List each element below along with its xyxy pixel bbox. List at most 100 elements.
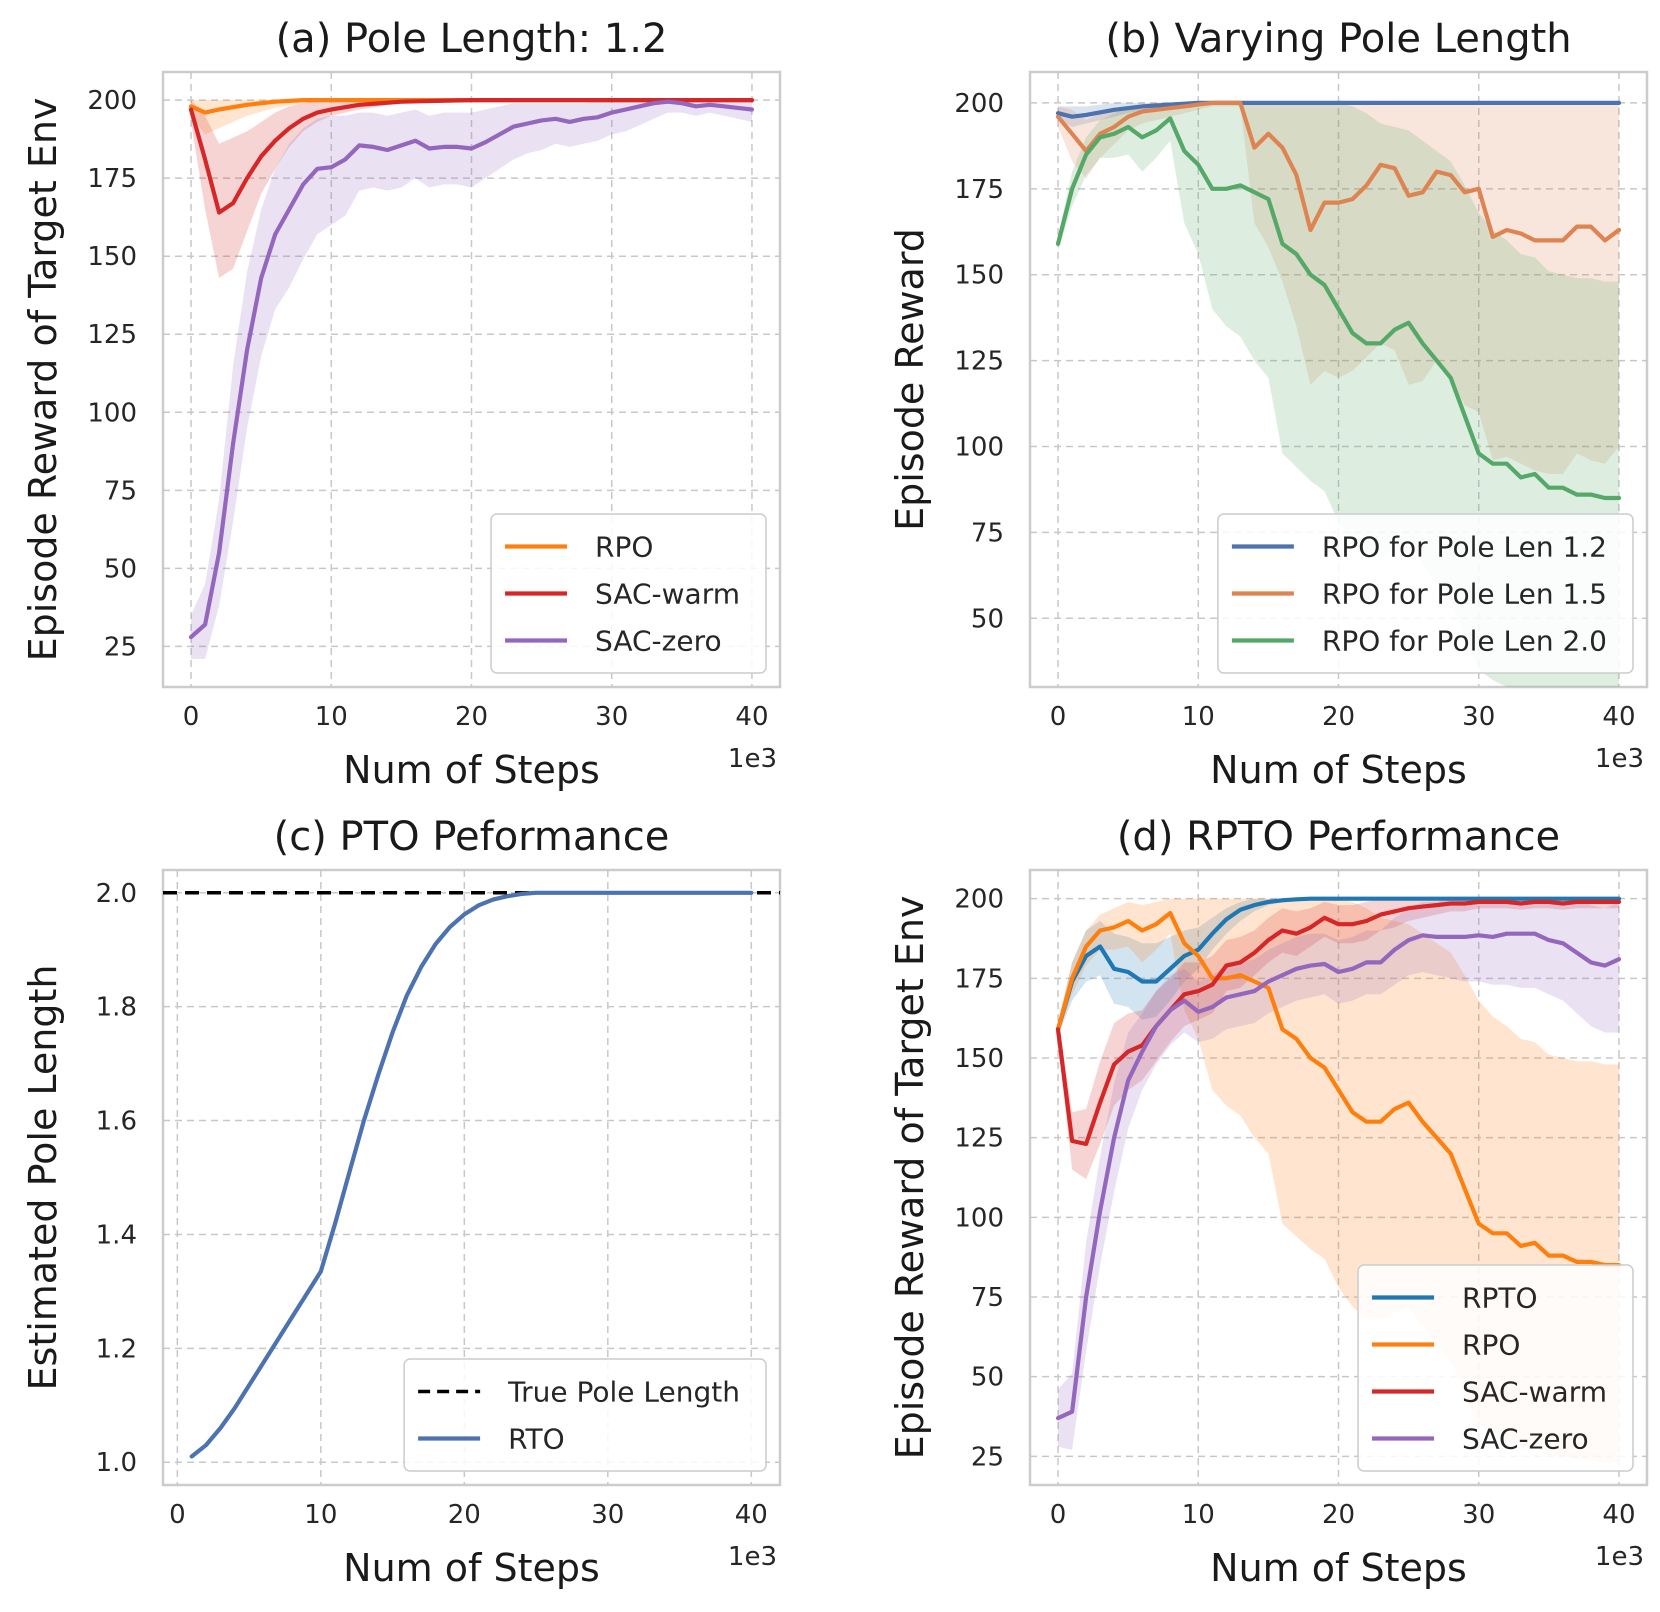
legend-entry: True Pole Length [507,1376,740,1409]
x-tick-label: 20 [1322,702,1355,732]
legend-box [1217,513,1634,674]
y-tick-label: 200 [87,86,137,116]
y-tick-label: 1.6 [96,1107,137,1137]
subplot-2: 0 10 20 30 40 1.0 1.2 1.4 1.6 1.8 2.0 (c) PTO Pefor… [21,814,782,1590]
y-tick-label: 100 [954,432,1004,462]
series-line [1055,896,1622,1032]
chart-title: (d) RPTO Performance [1117,814,1560,860]
y-tick-label: 1.0 [96,1448,137,1478]
series-line [1055,100,1622,119]
y-tick-label: 50 [971,604,1004,634]
x-axis-label: Num of Steps [1210,1546,1467,1590]
y-tick-label: 100 [87,398,137,428]
y-axis-label: Episode Reward of Target Env [888,896,932,1460]
confidence-band [1058,898,1619,1450]
subplot-0: 0 10 20 30 40 25 50 75 100 125 150 175 200 (a) Pole L… [21,16,782,792]
x-axis-multiplier: 1e3 [728,1542,777,1572]
x-tick-label: 10 [315,702,348,732]
legend-entry: SAC-warm [1462,1376,1607,1409]
legend-entry: SAC-zero [595,625,722,658]
legend: RPTO RPO SAC-warm SAC-zero [1357,1264,1634,1472]
series-line [1055,931,1622,1421]
legend: True Pole Length RTO [403,1358,767,1472]
y-axis-label: Episode Reward of Target Env [21,98,65,662]
confidence-band [1058,898,1619,1036]
y-axis-label: Episode Reward [888,228,932,531]
x-tick-label: 40 [1602,1500,1635,1530]
series-group [163,890,780,1459]
series-line [189,890,754,1459]
legend-box [490,513,767,674]
chart-title: (a) Pole Length: 1.2 [276,16,668,62]
series-group [188,97,755,659]
y-tick-label: 100 [954,1203,1004,1233]
legend-entry: RPO for Pole Len 1.5 [1322,578,1607,611]
x-tick-label: 20 [1322,1500,1355,1530]
legend-entry: RTO [508,1423,565,1456]
y-tick-label: 175 [954,964,1004,994]
x-tick-label: 0 [1050,1500,1067,1530]
y-tick-label: 150 [954,1044,1004,1074]
y-tick-label: 1.8 [96,993,137,1023]
y-tick-label: 25 [104,632,137,662]
series-line [188,99,755,640]
x-tick-label: 30 [595,702,628,732]
legend-box [403,1358,767,1472]
y-axis-label: Estimated Pole Length [21,965,65,1391]
confidence-band [1058,102,1619,127]
y-tick-label: 1.2 [96,1334,137,1364]
y-tick-label: 50 [971,1363,1004,1393]
y-tick-label: 125 [954,347,1004,377]
x-axis-multiplier: 1e3 [1595,1542,1644,1572]
legend-entry: SAC-warm [595,578,740,611]
x-tick-label: 40 [735,1500,768,1530]
y-tick-label: 200 [954,89,1004,119]
legend-entry: RPO for Pole Len 2.0 [1322,625,1607,658]
chart-title: (b) Varying Pole Length [1105,16,1571,62]
x-axis-multiplier: 1e3 [728,744,777,774]
x-tick-label: 0 [1050,702,1067,732]
y-tick-label: 75 [104,476,137,506]
legend-entry: SAC-zero [1462,1423,1589,1456]
y-tick-label: 1.4 [96,1220,137,1250]
x-tick-label: 40 [1602,702,1635,732]
y-tick-label: 75 [971,518,1004,548]
x-tick-label: 20 [448,1500,481,1530]
y-tick-label: 50 [104,554,137,584]
y-tick-label: 175 [87,164,137,194]
y-tick-label: 125 [954,1124,1004,1154]
subplot-1: 0 10 20 30 40 50 75 100 125 150 175 200 (b) Varying … [888,16,1649,792]
legend: RPO SAC-warm SAC-zero [490,513,767,674]
x-tick-label: 30 [1462,1500,1495,1530]
x-tick-label: 30 [591,1500,624,1530]
legend-entry: RPO [595,531,653,564]
y-tick-label: 25 [971,1442,1004,1472]
x-tick-label: 10 [1182,1500,1215,1530]
y-tick-label: 75 [971,1283,1004,1313]
x-axis-label: Num of Steps [1210,748,1467,792]
x-tick-label: 30 [1462,702,1495,732]
legend-box [1357,1264,1634,1472]
series-line [1055,910,1622,1268]
legend-entry: RPO [1462,1329,1520,1362]
series-line [1055,100,1622,243]
y-tick-label: 200 [954,885,1004,915]
confidence-band [1058,898,1619,1180]
legend-entry: RPTO [1462,1282,1537,1315]
x-axis-multiplier: 1e3 [1595,744,1644,774]
chart-title: (c) PTO Peformance [274,814,670,860]
x-axis-label: Num of Steps [343,748,600,792]
x-tick-label: 10 [1182,702,1215,732]
y-tick-label: 150 [954,261,1004,291]
series-line [188,97,755,215]
legend: RPO for Pole Len 1.2 RPO for Pole Len 1.5… [1217,513,1634,674]
x-tick-label: 10 [304,1500,337,1530]
x-tick-label: 0 [169,1500,186,1530]
series-line [1055,116,1622,501]
x-axis-label: Num of Steps [343,1546,600,1590]
y-tick-label: 150 [87,242,137,272]
x-tick-label: 0 [183,702,200,732]
x-tick-label: 20 [455,702,488,732]
y-tick-label: 125 [87,320,137,350]
